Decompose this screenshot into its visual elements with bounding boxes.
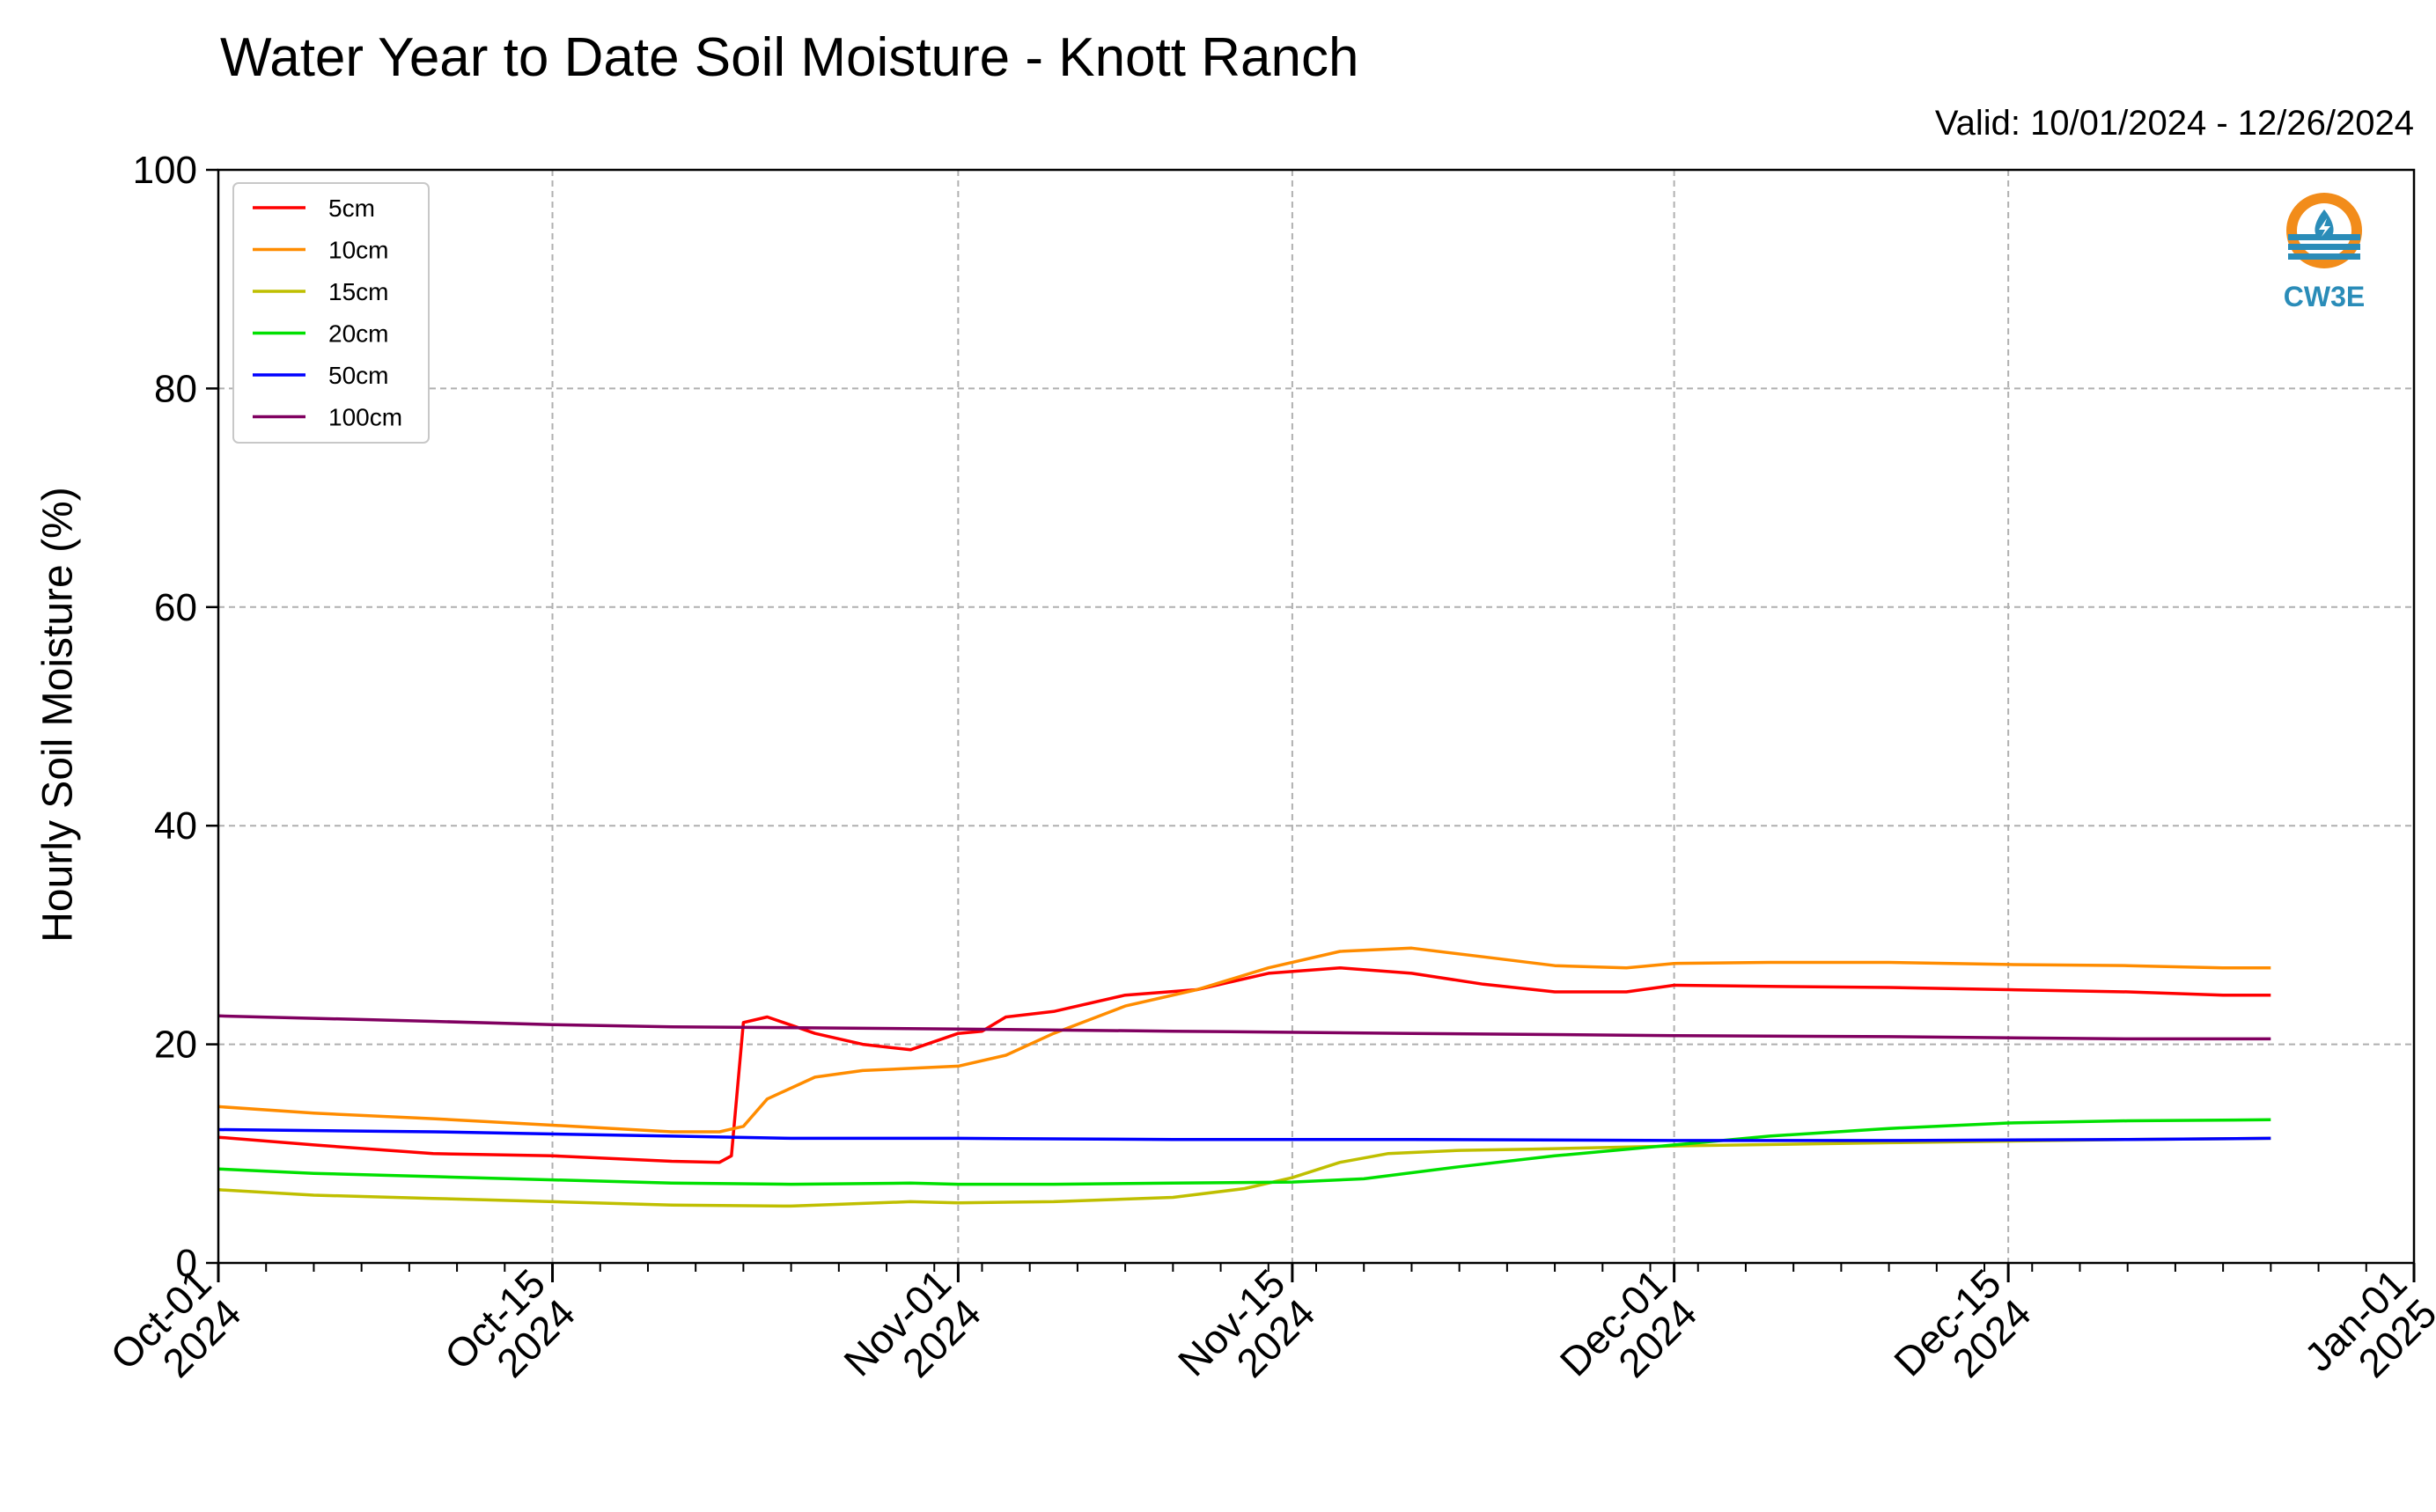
grid-layer — [218, 170, 2414, 1263]
series-line-5cm — [217, 965, 2271, 1164]
y-tick-label: 20 — [154, 1024, 197, 1067]
legend-label-20cm: 20cm — [328, 320, 388, 348]
series-line-15cm — [217, 1136, 2271, 1208]
axes-frame — [217, 168, 2416, 1265]
legend-label-5cm: 5cm — [328, 195, 375, 222]
logo-wave — [2288, 244, 2360, 250]
legend-label-50cm: 50cm — [328, 362, 388, 389]
series-line-100cm — [217, 1014, 2271, 1041]
logo-text: CW3E — [2284, 281, 2365, 312]
logo-wave — [2288, 253, 2360, 260]
legend-label-10cm: 10cm — [328, 237, 388, 264]
legend: 5cm 10cm 15cm 20cm 50cm 100cm — [232, 182, 430, 444]
bolt-icon — [2319, 218, 2330, 237]
legend-label-100cm: 100cm — [328, 404, 402, 431]
series-line-10cm — [217, 946, 2271, 1134]
series-line-20cm — [217, 1118, 2271, 1186]
series-line-50cm — [217, 1127, 2271, 1142]
cw3e-logo: CW3E — [2284, 193, 2365, 312]
legend-label-15cm: 15cm — [328, 278, 388, 305]
y-tick-label: 80 — [154, 367, 197, 410]
y-tick-label: 40 — [154, 804, 197, 848]
series-layer — [217, 946, 2271, 1208]
chart-title: Water Year to Date Soil Moisture - Knott… — [220, 27, 1359, 88]
y-tick-label: 60 — [154, 586, 197, 629]
y-tick-label: 100 — [133, 149, 197, 192]
chart-subtitle: Valid: 10/01/2024 - 12/26/2024 — [1934, 104, 2414, 143]
y-tick-label: 0 — [176, 1242, 197, 1285]
